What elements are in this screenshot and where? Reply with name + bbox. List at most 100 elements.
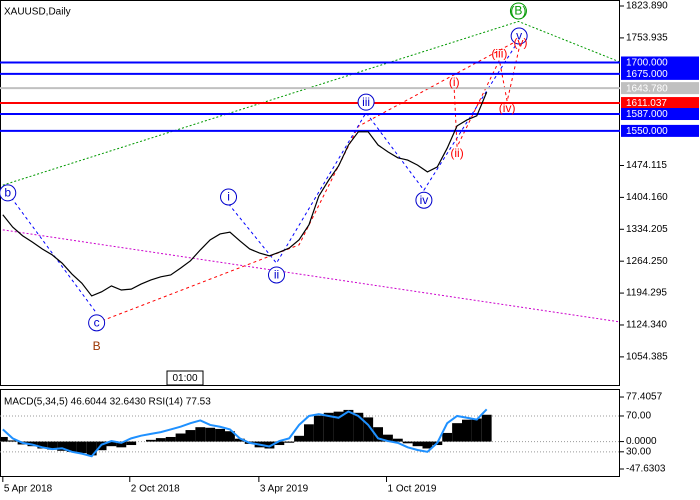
macd-bar — [234, 438, 245, 442]
wave-label: (iv) — [499, 101, 516, 115]
x-tick-label: 1 Oct 2019 — [388, 484, 437, 495]
macd-bar — [67, 441, 77, 452]
wave-label: v — [516, 29, 522, 43]
macd-bar — [304, 424, 314, 442]
macd-bar — [313, 415, 324, 442]
wave-circle — [0, 184, 17, 202]
wave-label: B — [93, 339, 101, 353]
time-label: 01:00 — [172, 373, 197, 384]
wave-label: ii — [274, 268, 279, 282]
wave-label: b — [4, 186, 11, 200]
level-label: 1611.037 — [626, 98, 667, 109]
macd-bar — [264, 441, 275, 449]
level-label: 1675.000 — [626, 69, 668, 80]
macd-bar — [284, 441, 295, 443]
level-label: 1587.000 — [626, 109, 668, 120]
macd-bar — [343, 409, 354, 442]
macd-bar — [47, 441, 58, 450]
macd-bar — [442, 432, 453, 442]
macd-bar — [353, 412, 364, 442]
macd-bar — [363, 417, 374, 442]
macd-bar — [412, 441, 423, 447]
wave-label: (v) — [514, 36, 528, 50]
wave-label: (ii) — [450, 146, 463, 160]
macd-bar — [323, 412, 334, 442]
chart-title: XAUUSD,Daily — [4, 7, 71, 18]
wave-label: iv — [420, 193, 429, 207]
wave-line — [2, 229, 621, 323]
wave-label: iii — [362, 95, 370, 109]
wave-line — [228, 39, 520, 264]
y-tick-label: 1124.340 — [626, 320, 667, 331]
macd-bar — [481, 414, 492, 442]
wave-label: (i) — [449, 75, 460, 89]
macd-bar — [37, 441, 48, 449]
macd-bar — [116, 441, 127, 448]
macd-bar — [155, 438, 166, 442]
macd-bar — [471, 418, 482, 442]
level-label-box — [621, 67, 699, 80]
y-tick-label: 1404.160 — [626, 192, 668, 203]
wave-line — [96, 39, 520, 324]
macd-bar — [294, 435, 305, 442]
macd-bar — [195, 427, 206, 442]
macd-bar — [175, 433, 186, 442]
macd-bar — [452, 423, 463, 442]
macd-bar — [373, 427, 384, 442]
macd-bar — [383, 434, 393, 442]
x-tick-label: 5 Apr 2018 — [4, 484, 53, 495]
macd-bar — [165, 436, 176, 442]
wave-circle — [88, 314, 106, 332]
macd-bar — [462, 419, 472, 442]
y-tick-label: -47.6303 — [626, 464, 666, 475]
macd-bar — [422, 441, 433, 449]
level-label: 1700.000 — [626, 58, 668, 69]
wave-label: (iii) — [491, 46, 507, 60]
wave-label: (B) — [510, 4, 526, 18]
y-tick-label: 1823.890 — [626, 1, 668, 12]
level-label-box — [621, 108, 699, 121]
wave-circle — [220, 188, 238, 206]
macd-bar — [126, 441, 137, 446]
wave-circle — [415, 191, 433, 209]
y2-tick-label: 70.00 — [626, 411, 651, 422]
level-label-box — [621, 124, 699, 137]
macd-bar — [76, 441, 87, 454]
wave-label: i — [227, 190, 230, 204]
level-label-box — [621, 56, 699, 69]
macd-bar — [274, 441, 285, 446]
wave-circle — [267, 266, 285, 284]
y-tick-label: 1054.385 — [626, 352, 668, 363]
macd-bar — [7, 440, 18, 442]
macd-bar — [333, 411, 344, 442]
wave-line — [7, 192, 98, 314]
sub-frame — [0, 389, 620, 477]
macd-bar — [86, 441, 97, 456]
y-tick-label: 1194.295 — [626, 288, 667, 299]
price-line — [2, 91, 488, 297]
macd-bar — [106, 441, 117, 447]
wave-circle — [357, 93, 375, 111]
macd-bar — [185, 430, 196, 442]
macd-bar — [402, 441, 413, 444]
indicator-title: MACD(5,34,5) 46.6044 32.6430 RSI(14) 77.… — [4, 397, 211, 408]
y-tick-label: 1753.935 — [626, 33, 668, 44]
y-tick-label: 1334.205 — [626, 224, 668, 235]
macd-bar — [57, 441, 68, 451]
macd-bar — [146, 439, 156, 442]
y-tick-label: 1474.115 — [626, 160, 667, 171]
y-tick-label: 1264.250 — [626, 256, 668, 267]
rsi-line — [2, 408, 488, 458]
level-label: 1550.000 — [626, 126, 668, 137]
y-tick-label: 0.0000 — [626, 436, 657, 447]
x-tick-label: 2 Oct 2018 — [131, 484, 180, 495]
level-label-box — [621, 97, 699, 110]
macd-bar — [225, 431, 235, 442]
level-label-box — [621, 82, 699, 95]
wave-circle — [510, 27, 528, 45]
time-box — [166, 370, 204, 386]
y2-tick-label: 30.00 — [626, 446, 651, 457]
x-tick-label: 3 Apr 2019 — [260, 484, 309, 495]
